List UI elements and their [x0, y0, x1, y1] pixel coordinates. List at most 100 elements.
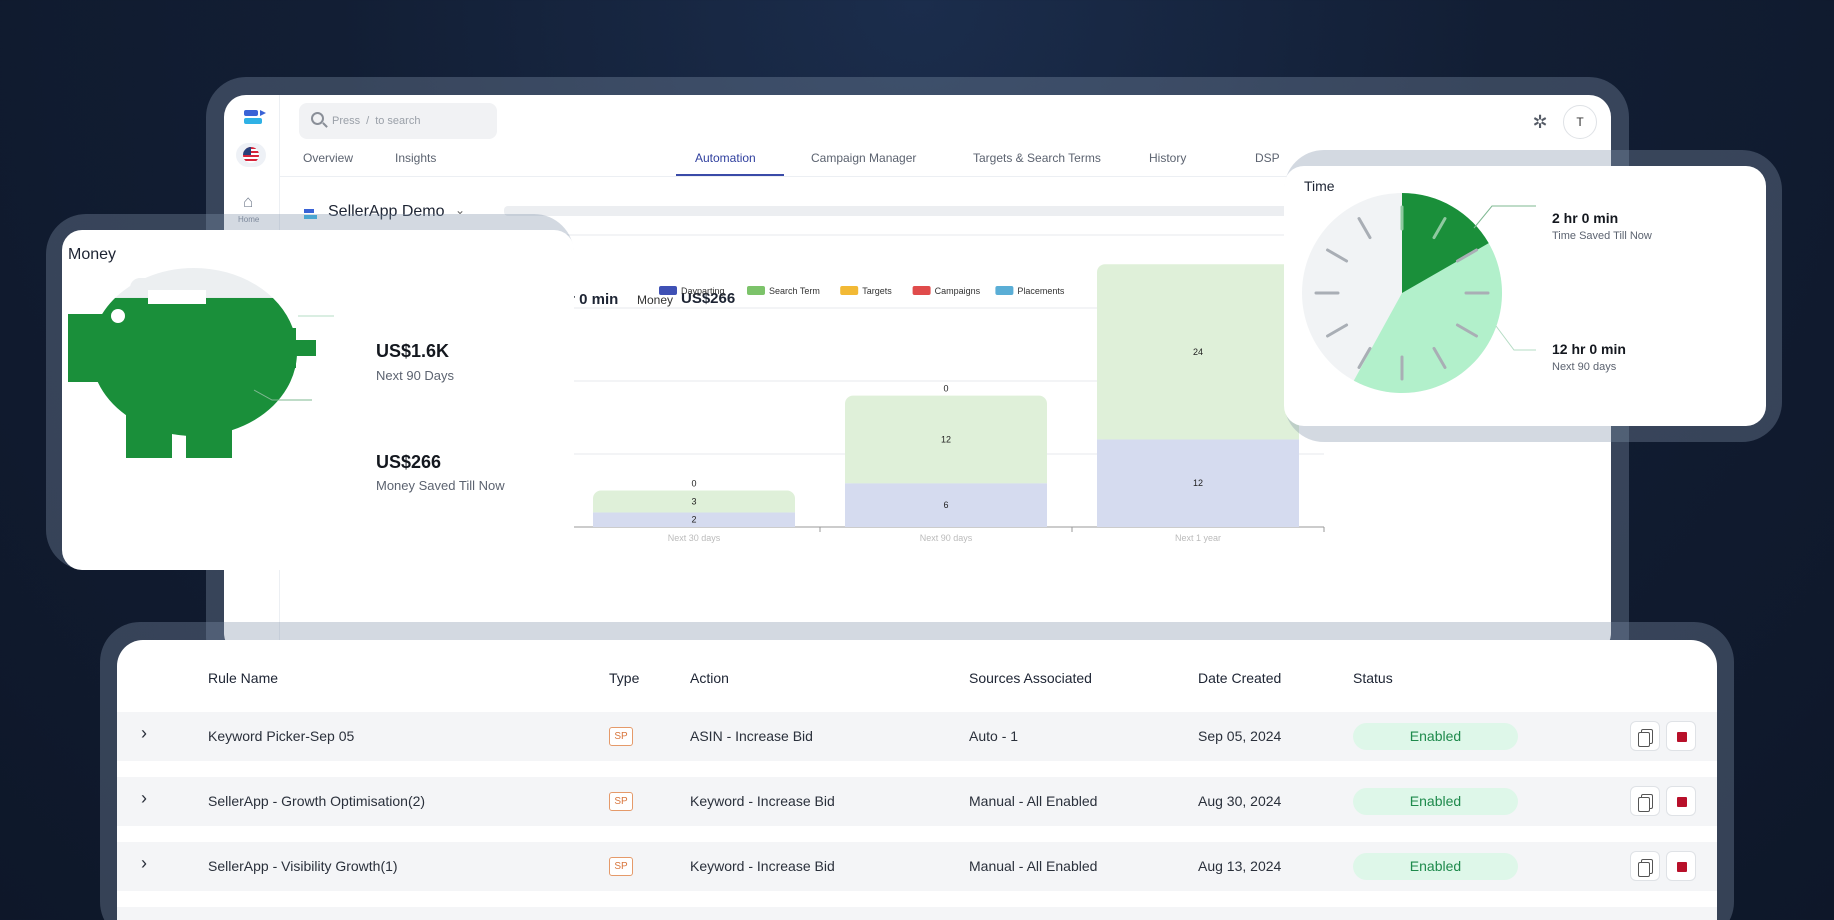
bar-segment-fill — [1097, 431, 1299, 440]
copy-button[interactable] — [1630, 851, 1660, 881]
money-stat-label: Money — [637, 293, 674, 307]
chevron-right-icon[interactable]: › — [141, 788, 147, 808]
search-input[interactable]: Press / to search — [299, 103, 497, 139]
tab-insights[interactable]: Insights — [395, 151, 437, 165]
clock-saved-slice — [1402, 193, 1489, 293]
x-tick-label: Next 1 year — [1175, 533, 1221, 543]
savings-bar-chart: Dayparting Search Term Targets Campaigns Pla… — [305, 234, 1325, 543]
clock-tick — [1432, 217, 1447, 240]
leader-line — [1495, 325, 1536, 351]
money-saved-value: US$266 — [376, 452, 442, 472]
tab-automation[interactable]: Automation — [695, 151, 756, 165]
rule-date: Sep 05, 2024 — [1198, 728, 1282, 744]
rule-name: Keyword Picker-Sep 05 — [208, 728, 355, 744]
clock-tick — [1432, 346, 1447, 369]
piggy-coin-slot — [148, 290, 206, 304]
tab-targets-search-terms[interactable]: Targets & Search Terms — [973, 151, 1101, 165]
data-label: 0 — [943, 384, 948, 394]
piggy-bank-icon — [68, 268, 334, 458]
stop-button[interactable] — [1666, 786, 1696, 816]
avatar[interactable]: T — [1563, 105, 1597, 139]
app-logo-icon[interactable] — [244, 110, 266, 130]
time-card-title: Time — [1304, 178, 1335, 194]
time-saved-label: Time Saved Till Now — [1552, 230, 1652, 242]
money-next-value: US$1.6K — [376, 341, 450, 361]
x-tick-label: Next 30 days — [668, 533, 721, 543]
clock-tick — [1326, 248, 1349, 263]
tab-dsp[interactable]: DSP — [1255, 151, 1280, 165]
copy-button[interactable] — [1630, 721, 1660, 751]
data-label: 2 — [691, 515, 696, 525]
account-selector[interactable]: SellerApp Demo — [328, 203, 445, 220]
table-row[interactable]: › SellerApp - Growth Optimisation(2) SP … — [117, 777, 1717, 826]
bar-segment-fill — [845, 475, 1047, 484]
column-header-rule-name[interactable]: Rule Name — [208, 670, 279, 686]
us-flag-icon[interactable] — [236, 143, 266, 167]
tab-history[interactable]: History — [1149, 151, 1187, 165]
rule-action: Keyword - Increase Bid — [690, 793, 835, 809]
integrations-icon[interactable]: ✲ — [1532, 112, 1548, 132]
rule-action: ASIN - Increase Bid — [690, 728, 813, 744]
clock-tick — [1357, 346, 1372, 369]
rule-date: Aug 13, 2024 — [1198, 858, 1282, 874]
time-stat-value: hr 0 min — [560, 291, 619, 308]
piggy-eye — [111, 309, 125, 323]
copy-button[interactable] — [1630, 786, 1660, 816]
data-label: 3 — [691, 496, 696, 506]
type-badge: SP — [609, 727, 633, 746]
legend-swatch-1 — [747, 286, 765, 295]
column-header-date-created[interactable]: Date Created — [1198, 670, 1282, 686]
table-row[interactable]: › SellerApp - Visibility Growth(1) SP Ke… — [117, 842, 1717, 891]
bar-segment-fill — [593, 504, 795, 513]
money-card-title: Money — [68, 246, 117, 263]
legend-label-1: Search Term — [769, 286, 820, 296]
active-tab-indicator — [676, 174, 784, 176]
home-icon[interactable]: ⌂ — [243, 192, 254, 211]
table-row[interactable]: › Keyword Picker-Sep 05 SP ASIN - Increa… — [117, 712, 1717, 761]
status-badge: Enabled — [1353, 853, 1518, 880]
data-label: 0 — [691, 479, 696, 489]
chevron-right-icon[interactable]: › — [141, 723, 147, 743]
piggy-fill-group — [68, 268, 316, 458]
bar-segment — [1097, 439, 1299, 527]
money-stat-value: US$266 — [681, 290, 736, 307]
money-saved-label: Money Saved Till Now — [376, 478, 505, 493]
rule-name: SellerApp - Visibility Growth(1) — [208, 858, 398, 874]
tab-overview[interactable]: Overview — [303, 151, 354, 165]
legend-swatch-0 — [659, 286, 677, 295]
money-card: Money US$1.6K Next 90 Days US$266 Money … — [62, 230, 574, 570]
x-tick-label: Next 90 days — [920, 533, 973, 543]
clock-tick — [1357, 217, 1372, 240]
data-label: 6 — [943, 500, 948, 510]
type-badge: SP — [609, 857, 633, 876]
leader-line — [1473, 205, 1536, 229]
legend-swatch-4 — [995, 286, 1014, 295]
data-label: 24 — [1193, 347, 1203, 357]
bar-segment — [845, 483, 1047, 527]
column-header-action[interactable]: Action — [690, 670, 729, 686]
legend-label-2: Targets — [862, 286, 892, 296]
stop-button[interactable] — [1666, 721, 1696, 751]
bar-segment — [593, 512, 795, 527]
time-next-label: Next 90 days — [1552, 361, 1617, 373]
stop-button[interactable] — [1666, 851, 1696, 881]
column-header-type[interactable]: Type — [609, 670, 640, 686]
chevron-down-icon[interactable]: ⌄ — [455, 203, 466, 217]
table-row[interactable] — [117, 907, 1717, 920]
leader-line — [253, 389, 312, 401]
legend-swatch-2 — [840, 286, 859, 295]
data-label: 12 — [1193, 478, 1203, 488]
tab-campaign-manager[interactable]: Campaign Manager — [811, 151, 917, 165]
clock-tick — [1455, 248, 1478, 263]
column-header-status[interactable]: Status — [1353, 670, 1393, 686]
data-label: 12 — [941, 434, 951, 444]
money-next-label: Next 90 Days — [376, 368, 455, 383]
clock-tick — [1455, 323, 1478, 338]
search-hint-prefix: Press — [332, 115, 361, 127]
column-header-sources[interactable]: Sources Associated — [969, 670, 1092, 686]
search-hint-suffix: to search — [375, 115, 421, 127]
home-label: Home — [238, 215, 260, 224]
status-badge: Enabled — [1353, 788, 1518, 815]
chevron-right-icon[interactable]: › — [141, 853, 147, 873]
account-logo-icon — [304, 209, 318, 221]
